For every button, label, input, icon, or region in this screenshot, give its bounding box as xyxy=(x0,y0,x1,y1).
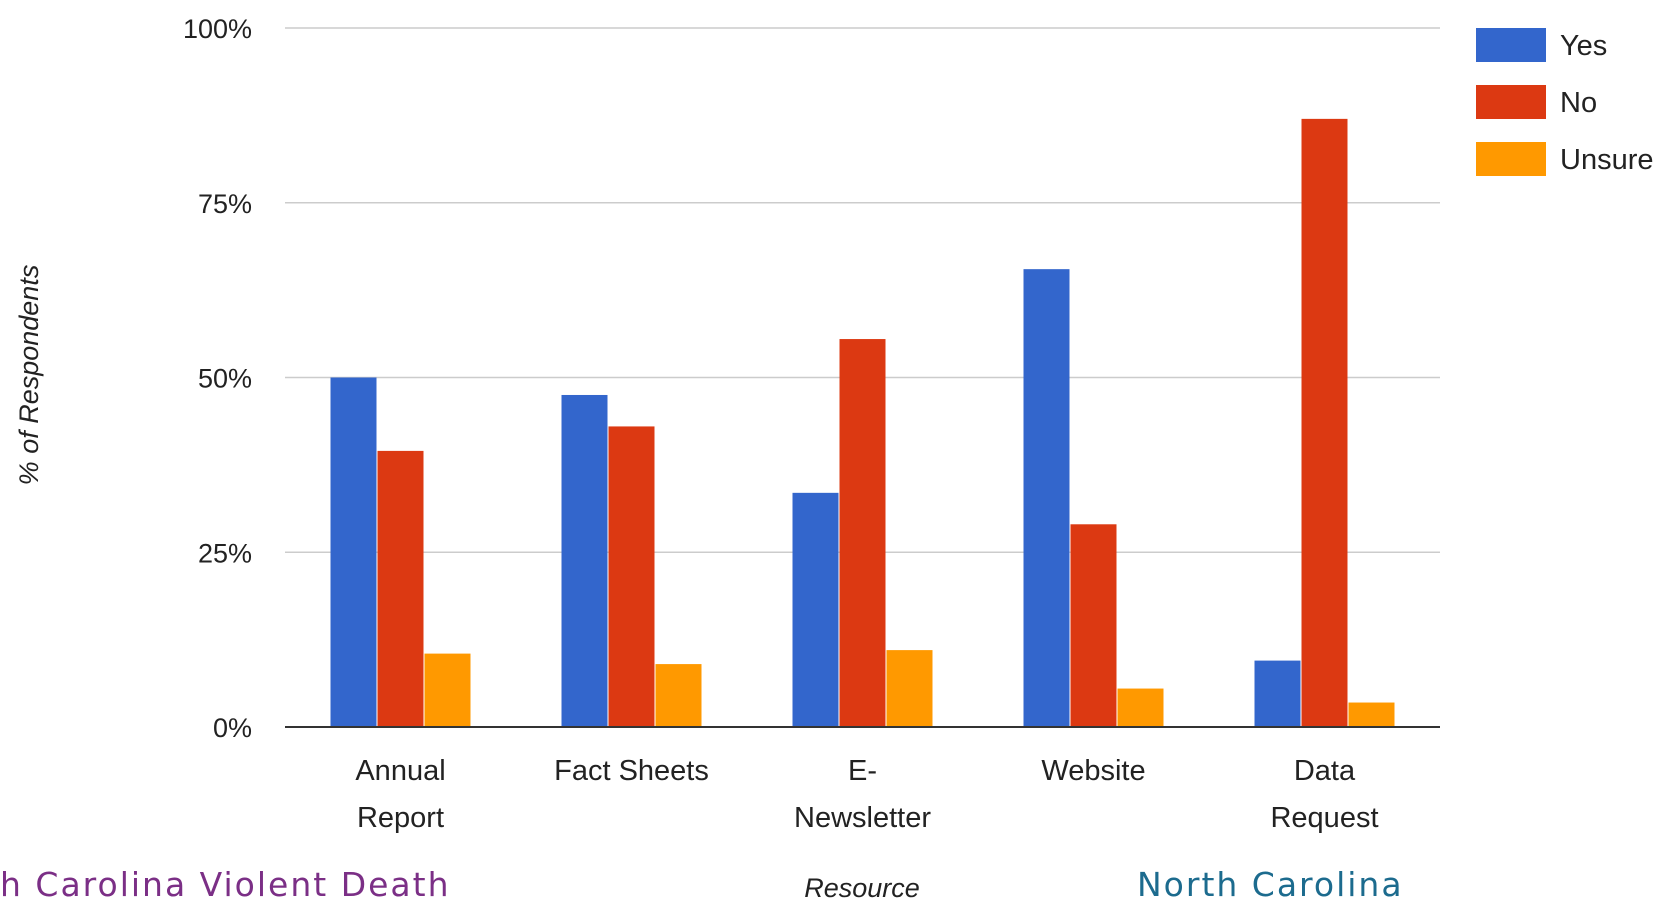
bar-yes xyxy=(792,492,839,727)
legend-swatch-unsure xyxy=(1476,142,1546,176)
bar-unsure xyxy=(424,653,471,727)
bar-no xyxy=(1301,118,1348,728)
x-tick-label: Report xyxy=(357,802,444,834)
x-tick-label: Data xyxy=(1294,755,1356,787)
bar-no xyxy=(377,450,424,727)
y-tick-label: 50% xyxy=(198,364,252,394)
bar-no xyxy=(839,339,886,727)
y-tick-label: 100% xyxy=(183,14,252,44)
legend-swatch-no xyxy=(1476,85,1546,119)
y-tick-label: 25% xyxy=(198,538,252,568)
x-tick-label: Annual xyxy=(355,755,445,787)
bar-no xyxy=(608,426,655,727)
bar-unsure xyxy=(655,664,702,727)
x-tick-label: E- xyxy=(848,755,877,787)
footer-right-text: North Carolina xyxy=(1137,865,1404,904)
bar-unsure xyxy=(1117,688,1164,727)
bar-unsure xyxy=(1348,702,1395,727)
y-tick-label: 75% xyxy=(198,189,252,219)
bar-no xyxy=(1070,524,1117,727)
legend-swatch-yes xyxy=(1476,28,1546,62)
legend: Yes No Unsure xyxy=(1476,28,1654,176)
bar-yes xyxy=(330,377,377,727)
bar-yes xyxy=(1023,269,1070,727)
x-tick-label: Website xyxy=(1041,755,1145,787)
legend-label-unsure: Unsure xyxy=(1560,144,1654,176)
footer-left-text: h Carolina Violent Death xyxy=(0,865,451,904)
x-tick-label: Newsletter xyxy=(794,802,931,834)
bars xyxy=(330,118,1395,728)
x-axis-title: Resource xyxy=(804,873,920,902)
bar-yes xyxy=(561,394,608,727)
x-tick-label: Request xyxy=(1270,802,1378,834)
legend-label-yes: Yes xyxy=(1560,30,1607,62)
y-axis-title: % of Respondents xyxy=(14,265,44,486)
axes: 0% 25% 50% 75% 100% Annual Report Fact Sheets E-… xyxy=(183,14,1440,834)
y-tick-label: 0% xyxy=(213,713,252,743)
bar-yes xyxy=(1254,660,1301,727)
x-tick-label: Fact Sheets xyxy=(554,755,709,787)
bar-unsure xyxy=(886,650,933,727)
legend-label-no: No xyxy=(1560,87,1597,119)
